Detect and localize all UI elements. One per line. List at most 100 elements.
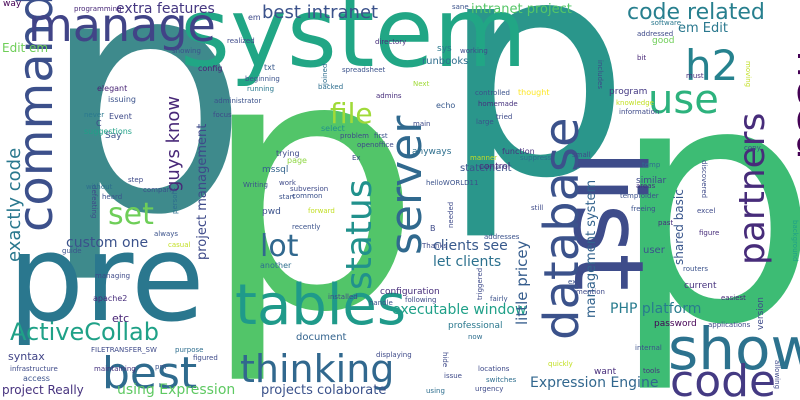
- cloud-word: first: [374, 132, 388, 140]
- cloud-word: bit: [637, 54, 647, 62]
- cloud-word: apache2: [93, 294, 128, 303]
- cloud-word: hide: [441, 352, 449, 368]
- cloud-word: mssql: [262, 165, 289, 175]
- cloud-word: current: [684, 281, 717, 291]
- cloud-word: without: [86, 183, 113, 191]
- cloud-word: program: [609, 87, 648, 97]
- cloud-word: manner: [470, 154, 498, 162]
- cloud-word: p: [440, 0, 631, 244]
- cloud-word: helloWORLD11: [426, 179, 479, 187]
- cloud-word: copy: [744, 144, 761, 152]
- cloud-word: Ex: [352, 154, 361, 162]
- cloud-word: running: [247, 85, 275, 93]
- cloud-word: configuration: [380, 287, 440, 297]
- cloud-word: another: [260, 261, 292, 270]
- cloud-word: step: [128, 176, 144, 184]
- cloud-word: openoffice: [357, 141, 394, 149]
- cloud-word: background: [791, 220, 799, 262]
- cloud-word: em: [248, 13, 261, 22]
- cloud-word: best: [102, 348, 198, 399]
- cloud-word: work: [279, 179, 296, 187]
- cloud-word: clients see: [433, 238, 508, 254]
- cloud-word: casual: [168, 241, 191, 249]
- cloud-word: function: [502, 147, 535, 156]
- cloud-word: tried: [496, 113, 513, 121]
- cloud-word: spreadsheet: [342, 66, 386, 74]
- cloud-word: statement: [460, 163, 512, 174]
- cloud-word: using: [426, 387, 445, 395]
- cloud-word: issuing: [108, 95, 136, 104]
- cloud-word: applications: [708, 321, 751, 329]
- cloud-word: still: [531, 204, 544, 212]
- cloud-word: Thanks: [422, 242, 448, 250]
- cloud-word: managing: [95, 272, 131, 280]
- cloud-word: code related: [627, 0, 765, 25]
- cloud-word: Expression Engine: [530, 375, 659, 391]
- cloud-word: partners: [732, 112, 773, 265]
- cloud-word: Next: [413, 80, 430, 88]
- cloud-word: best intranet: [262, 2, 379, 23]
- cloud-word: easiest: [721, 294, 746, 302]
- cloud-word: routers: [683, 265, 709, 273]
- cloud-word: figure: [699, 229, 720, 237]
- cloud-word: project Really: [2, 383, 84, 397]
- cloud-word: show: [668, 315, 800, 383]
- cloud-word: syntax: [8, 350, 45, 363]
- cloud-word: figured: [193, 354, 218, 362]
- cloud-word: Say: [105, 131, 122, 141]
- cloud-word: software: [651, 19, 682, 27]
- cloud-word: page: [287, 156, 307, 165]
- cloud-word: file: [330, 97, 373, 130]
- cloud-word: runbooks: [422, 56, 469, 67]
- cloud-word: large: [476, 118, 494, 126]
- cloud-word: following: [405, 296, 437, 304]
- cloud-word: intranet project: [471, 2, 572, 17]
- cloud-word: thought: [518, 88, 550, 97]
- cloud-word: addressed: [637, 30, 674, 38]
- cloud-word: heard: [102, 193, 123, 201]
- cloud-word: problem: [340, 132, 369, 140]
- cloud-word: urgency: [475, 385, 504, 393]
- cloud-word: user: [643, 245, 665, 256]
- cloud-word: discovered: [700, 160, 708, 199]
- cloud-word: mention: [576, 288, 605, 296]
- cloud-word: B: [430, 224, 436, 233]
- cloud-word: never: [84, 111, 105, 119]
- cloud-word: showing: [172, 47, 201, 55]
- cloud-word: good: [652, 36, 675, 46]
- cloud-word: pre: [8, 210, 205, 349]
- cloud-word: installed: [328, 293, 358, 301]
- cloud-word: document: [296, 332, 347, 343]
- cloud-word: access: [23, 374, 50, 383]
- cloud-word: extra features: [116, 1, 215, 17]
- cloud-word: projects colaborate: [261, 383, 387, 398]
- cloud-word: echo: [436, 101, 456, 110]
- cloud-word: Event: [109, 112, 132, 121]
- cloud-word: includes: [596, 60, 604, 90]
- cloud-word: internal: [635, 344, 662, 352]
- cloud-word: professional: [448, 321, 503, 331]
- cloud-word: forward: [308, 207, 335, 215]
- cloud-word: needed: [447, 201, 455, 228]
- cloud-word: select: [321, 124, 345, 133]
- cloud-word: company: [143, 186, 176, 194]
- cloud-word: FILETRANSFER_SW: [91, 346, 157, 354]
- cloud-word: controlled: [475, 89, 510, 97]
- cloud-word: lot: [260, 229, 299, 264]
- cloud-word: always: [154, 230, 179, 238]
- cloud-word: joined: [321, 63, 329, 85]
- cloud-word: sys: [437, 44, 452, 54]
- cloud-word: Edit em: [2, 41, 49, 55]
- cloud-word: executable window: [392, 302, 527, 318]
- cloud-word: way: [3, 0, 22, 9]
- cloud-word: suggestions: [84, 127, 132, 136]
- cloud-word: server: [381, 115, 432, 255]
- cloud-word: code: [670, 356, 777, 400]
- cloud-word: issue: [444, 372, 462, 380]
- cloud-word: PHP platform: [610, 301, 702, 317]
- cloud-word: addresses: [484, 233, 520, 241]
- cloud-word: custom one: [66, 235, 149, 251]
- cloud-word: thinking: [240, 347, 395, 391]
- cloud-word: person: [171, 190, 179, 214]
